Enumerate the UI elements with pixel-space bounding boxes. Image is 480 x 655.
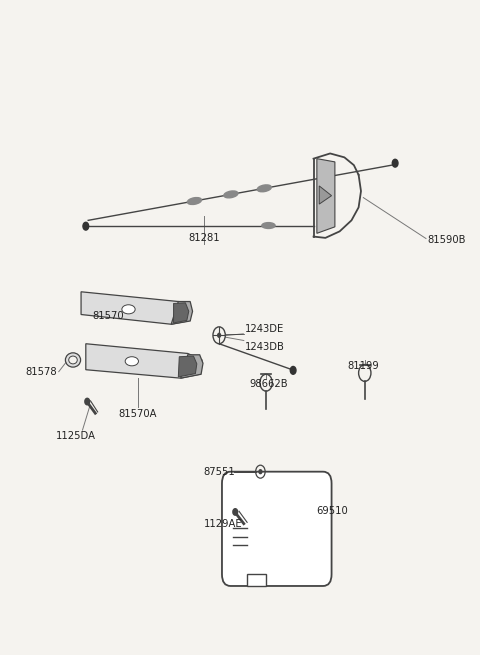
Text: 1129AE: 1129AE [204, 519, 243, 529]
Polygon shape [317, 159, 335, 233]
Ellipse shape [187, 198, 202, 204]
Text: 1125DA: 1125DA [56, 432, 96, 441]
Polygon shape [180, 355, 203, 378]
Ellipse shape [257, 185, 271, 192]
Polygon shape [319, 186, 332, 204]
Text: 69510: 69510 [316, 506, 348, 515]
Polygon shape [247, 574, 266, 586]
Text: 87551: 87551 [204, 466, 235, 477]
Text: 81570: 81570 [92, 311, 124, 321]
Ellipse shape [65, 353, 81, 367]
Circle shape [233, 509, 238, 515]
Text: 1243DB: 1243DB [245, 343, 285, 352]
Text: 81578: 81578 [26, 367, 57, 377]
Ellipse shape [224, 191, 238, 198]
Polygon shape [86, 344, 202, 378]
Text: 1243DE: 1243DE [245, 324, 284, 334]
Text: 81570A: 81570A [119, 409, 157, 419]
Circle shape [290, 366, 296, 374]
Circle shape [259, 470, 262, 474]
Text: 81281: 81281 [189, 233, 220, 243]
Ellipse shape [122, 305, 135, 314]
Circle shape [392, 159, 398, 167]
Text: 81199: 81199 [348, 362, 379, 371]
Polygon shape [81, 291, 190, 324]
Circle shape [85, 398, 90, 405]
Ellipse shape [125, 357, 138, 365]
Polygon shape [174, 303, 189, 323]
Text: 81590B: 81590B [427, 235, 466, 245]
Circle shape [218, 333, 220, 337]
Text: 98662B: 98662B [249, 379, 288, 390]
Ellipse shape [262, 223, 275, 229]
FancyBboxPatch shape [222, 472, 332, 586]
Polygon shape [171, 301, 192, 324]
Circle shape [83, 222, 89, 230]
Ellipse shape [69, 356, 77, 364]
Polygon shape [179, 356, 197, 377]
